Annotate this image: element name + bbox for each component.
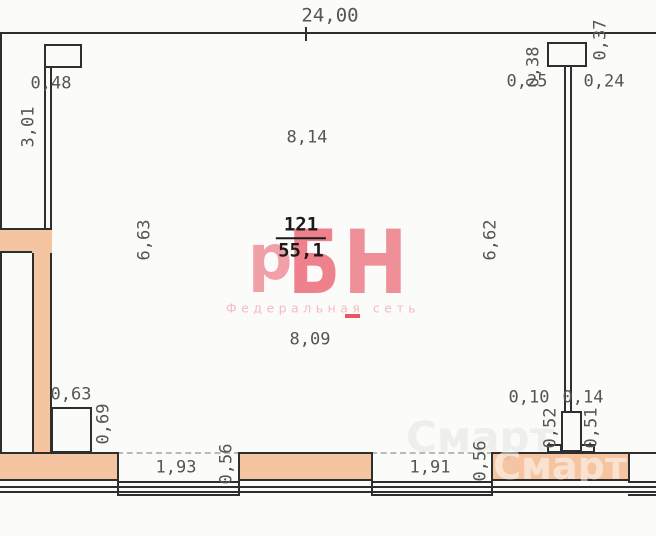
dim-interior-left: 6,63 [134,219,155,261]
dim-top-column-right-height: 0,37 [590,19,611,61]
watermark-faint-gray: Смарт [406,412,554,462]
room-label: 121 55,1 [275,213,327,263]
right-opening-frame-line [628,481,656,483]
window-1-sill-line [117,494,240,496]
room-area: 55,1 [278,239,324,261]
watermark-letter-n: Н [343,211,408,314]
dim-window-1-depth: 0,56 [216,443,237,485]
dim-interior-bottom: 8,09 [289,329,331,350]
dim-interior-top: 8,14 [286,127,328,148]
dim-bottom-column-left-width: 0,10 [508,387,550,408]
center-thin-wall-outer [564,67,566,412]
dim-bottom-column-right-height: 0,51 [581,407,602,449]
watermark-red-bar [345,314,360,318]
dim-overall-width: 24,00 [301,4,359,27]
dim-window-2-width: 1,91 [409,457,451,478]
left-thin-wall-inner [50,67,52,228]
dim-bottom-column-left-height: 0,52 [540,407,561,449]
room-number: 121 [275,213,327,239]
window-2-opening [371,452,493,481]
top-dimension-line [0,32,656,34]
window-1-left-jamb [117,452,119,496]
dim-left-column-width: 0,48 [30,73,72,94]
left-wall-band-bottom-edge [0,251,32,253]
right-opening-left-edge [628,452,630,483]
window-2-left-jamb [371,452,373,496]
right-opening-top-edge [628,452,656,454]
bottom-wall-segment-3 [493,452,628,481]
dim-top-column-left-width: 0,25 [506,71,548,92]
watermark-tagline: Федеральная сеть [225,300,421,316]
watermark-letter-b: Б [288,211,341,314]
dim-window-1-width: 1,93 [155,457,197,478]
left-thin-wall-outer [44,67,46,228]
bottom-wall-segment-2 [240,452,371,481]
pilaster [51,407,92,453]
window-1-opening [117,452,240,481]
window-2-frame-line [371,481,493,483]
left-wall-strip [32,253,52,453]
window-1-right-jamb [238,452,240,496]
dim-pilaster-width: 0,63 [50,384,92,405]
top-left-column [44,44,82,68]
left-boundary-line [0,33,2,481]
watermark-letter-r: р [248,221,293,294]
left-wall-band [0,228,52,253]
top-right-column [547,42,587,67]
window-2-right-jamb [491,452,493,496]
top-dimension-tick [305,27,307,41]
dim-window-2-depth: 0,56 [470,440,491,482]
dim-pilaster-height: 0,69 [93,403,114,445]
dim-left-wall-length: 3,01 [18,106,39,148]
facade-line-inner [0,491,656,493]
bottom-wall-segment-1 [0,452,117,481]
bottom-column [561,411,582,452]
dim-bottom-column-right-width: 0,14 [562,387,604,408]
center-thin-wall-inner [570,67,572,412]
window-2-sill-line [371,494,493,496]
facade-line-outer [0,486,656,488]
window-1-frame-line [117,481,240,483]
dim-interior-right: 6,62 [480,219,501,261]
dim-top-column-right-width: 0,24 [583,71,625,92]
right-opening-sill-line [628,494,656,496]
